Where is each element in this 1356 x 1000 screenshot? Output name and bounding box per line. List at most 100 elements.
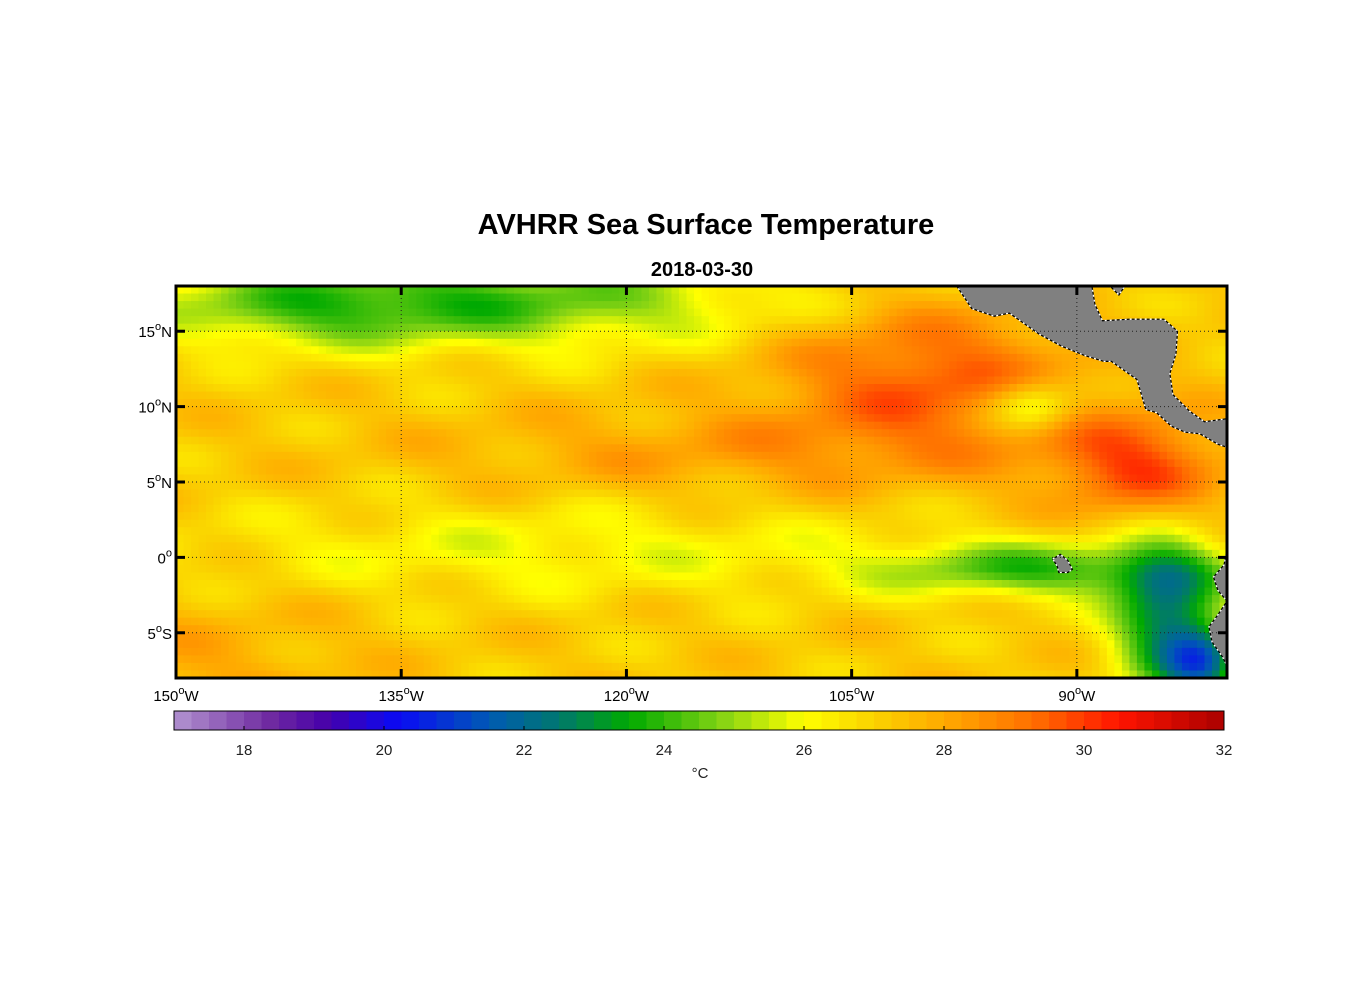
sst-cell [551, 512, 560, 521]
sst-cell [581, 459, 590, 468]
sst-cell [453, 391, 462, 400]
sst-cell [303, 353, 312, 362]
sst-cell [934, 542, 943, 551]
sst-cell [551, 459, 560, 468]
sst-cell [446, 451, 455, 460]
sst-cell [678, 338, 688, 347]
sst-cell [363, 384, 372, 393]
sst-cell [851, 474, 860, 483]
sst-cell [956, 504, 965, 513]
sst-cell [626, 542, 635, 551]
sst-cell [1106, 542, 1115, 551]
sst-cell [889, 534, 898, 543]
sst-cell [791, 406, 800, 415]
sst-cell [904, 414, 913, 423]
sst-cell [799, 459, 808, 468]
sst-cell [1001, 512, 1010, 521]
sst-cell [356, 376, 365, 385]
sst-cell [1144, 414, 1153, 423]
sst-cell [581, 542, 590, 551]
sst-cell [416, 497, 425, 506]
sst-cell [836, 519, 845, 528]
sst-cell [1024, 368, 1033, 378]
sst-cell [799, 466, 808, 476]
sst-cell [1054, 429, 1063, 438]
sst-cell [603, 376, 613, 385]
sst-cell [221, 429, 230, 438]
sst-cell [603, 286, 613, 295]
sst-cell [1031, 474, 1040, 483]
sst-cell [814, 391, 823, 400]
sst-cell [401, 323, 410, 332]
sst-cell [941, 527, 950, 536]
sst-cell [926, 391, 935, 400]
sst-cell [236, 286, 245, 295]
sst-cell [243, 286, 252, 295]
sst-cell [573, 459, 582, 468]
sst-cell [1189, 406, 1198, 415]
sst-cell [446, 474, 455, 483]
sst-cell [829, 384, 838, 393]
sst-cell [393, 421, 402, 430]
sst-cell [633, 331, 643, 340]
sst-cell [521, 316, 530, 325]
sst-cell [348, 504, 357, 513]
sst-cell [1121, 414, 1131, 423]
sst-cell [746, 444, 755, 453]
sst-cell [1129, 429, 1138, 438]
sst-cell [754, 451, 763, 460]
sst-cell [746, 368, 755, 378]
sst-cell [1196, 497, 1206, 506]
sst-cell [243, 504, 252, 513]
sst-cell [994, 534, 1003, 543]
sst-cell [213, 391, 222, 400]
sst-cell [1099, 542, 1108, 551]
sst-cell [356, 399, 365, 408]
sst-cell [671, 444, 680, 453]
sst-cell [378, 429, 387, 438]
sst-cell [453, 331, 462, 340]
sst-cell [934, 414, 943, 423]
sst-cell [476, 542, 485, 551]
sst-cell [408, 293, 417, 302]
sst-cell [663, 338, 673, 347]
sst-cell [348, 286, 357, 295]
sst-cell [1069, 451, 1078, 460]
sst-cell [799, 444, 808, 453]
sst-cell [1211, 376, 1221, 385]
sst-cell [423, 512, 432, 521]
sst-cell [176, 414, 185, 423]
sst-cell [859, 451, 868, 460]
sst-cell [588, 331, 597, 340]
sst-cell [326, 353, 335, 362]
sst-cell [378, 534, 387, 543]
sst-cell [363, 466, 372, 476]
sst-cell [911, 466, 920, 476]
sst-cell [799, 399, 808, 408]
sst-cell [573, 482, 582, 491]
sst-cell [1024, 331, 1033, 340]
sst-cell [393, 512, 402, 521]
sst-cell [318, 301, 327, 310]
sst-cell [1076, 368, 1085, 378]
sst-cell [1114, 489, 1123, 498]
sst-cell [896, 316, 905, 325]
sst-cell [401, 391, 410, 400]
sst-cell [446, 391, 455, 400]
sst-cell [558, 384, 567, 393]
sst-cell [1016, 527, 1025, 536]
sst-cell [986, 331, 995, 340]
sst-cell [693, 384, 703, 393]
sst-cell [318, 308, 327, 317]
sst-cell [761, 482, 770, 491]
sst-cell [994, 421, 1003, 430]
sst-cell [754, 519, 763, 528]
sst-cell [851, 406, 860, 415]
sst-cell [183, 338, 192, 347]
sst-cell [934, 293, 943, 302]
sst-cell [236, 549, 245, 558]
sst-cell [566, 549, 575, 558]
sst-cell [513, 459, 522, 468]
sst-cell [438, 406, 447, 415]
sst-cell [506, 519, 515, 528]
